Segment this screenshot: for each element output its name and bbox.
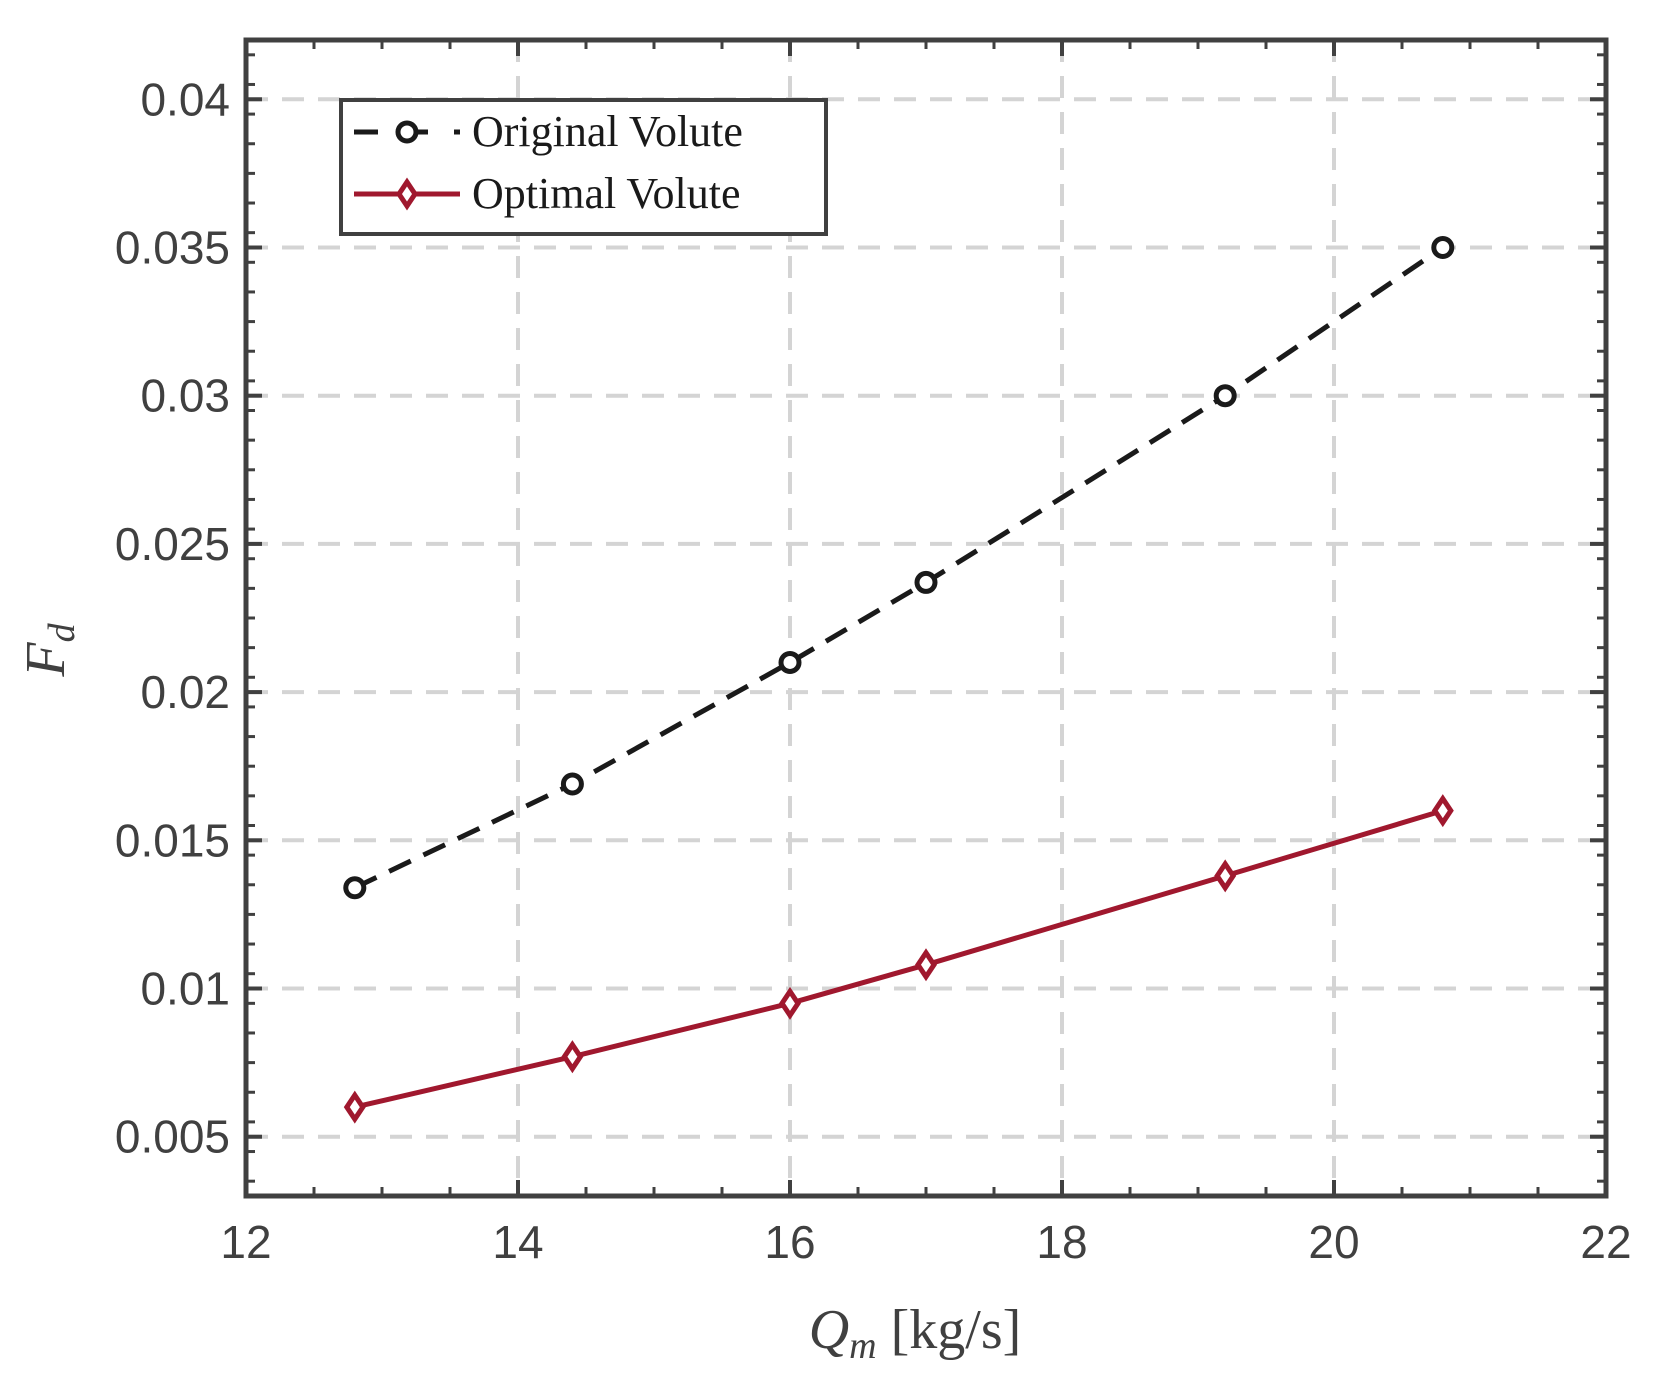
legend-marker-diamond [395,177,419,211]
y-tick-label: 0.025 [115,518,230,570]
y-tick-label: 0.03 [140,370,230,422]
series-layer [343,235,1455,1124]
series-line [354,808,1444,1110]
data-point-diamond [1431,794,1454,828]
data-point-diamond [914,948,938,982]
x-tick-label: 20 [1308,1216,1359,1268]
y-tick-label: 0.015 [115,814,230,866]
tick-labels: 12 14 16 18 20 22 0.005 0.01 0.015 0.02 0.025 0.03 0… [115,73,1632,1268]
data-point-diamond [1214,859,1237,893]
data-point-diamond [561,1040,584,1074]
legend-label: Optimal Volute [472,169,741,218]
tick-marks [244,40,1608,1196]
y-axis-label: Fd [15,622,83,677]
series-line [353,245,1445,890]
legend-box [339,98,828,236]
y-tick-label: 0.02 [140,666,230,718]
data-point-diamond [778,986,802,1020]
x-tick-label: 16 [764,1216,815,1268]
x-tick-label: 12 [220,1216,271,1268]
data-point-circle [560,772,584,796]
data-point-diamond [343,1090,366,1124]
data-point-circle [1431,235,1455,259]
x-tick-label: 22 [1580,1216,1631,1268]
y-tick-label: 0.005 [115,1111,230,1163]
legend-entry: Optimal Volute [354,169,741,218]
data-point-circle [778,650,802,674]
x-tick-label: 14 [492,1216,543,1268]
series-original-volute [343,235,1455,900]
x-tick-label: 18 [1036,1216,1087,1268]
legend: Original Volute Optimal Volute [339,98,828,236]
data-point-circle [914,570,938,594]
legend-marker-circle [395,120,419,144]
legend-entry: Original Volute [354,107,743,156]
legend-label: Original Volute [472,107,743,156]
data-point-circle [343,876,367,900]
y-tick-label: 0.01 [140,963,230,1015]
series-optimal-volute [343,794,1454,1124]
x-axis-label: Qm [kg/s] [809,1299,1022,1367]
y-tick-label: 0.04 [140,73,230,125]
y-tick-label: 0.035 [115,221,230,273]
data-point-circle [1213,384,1237,408]
